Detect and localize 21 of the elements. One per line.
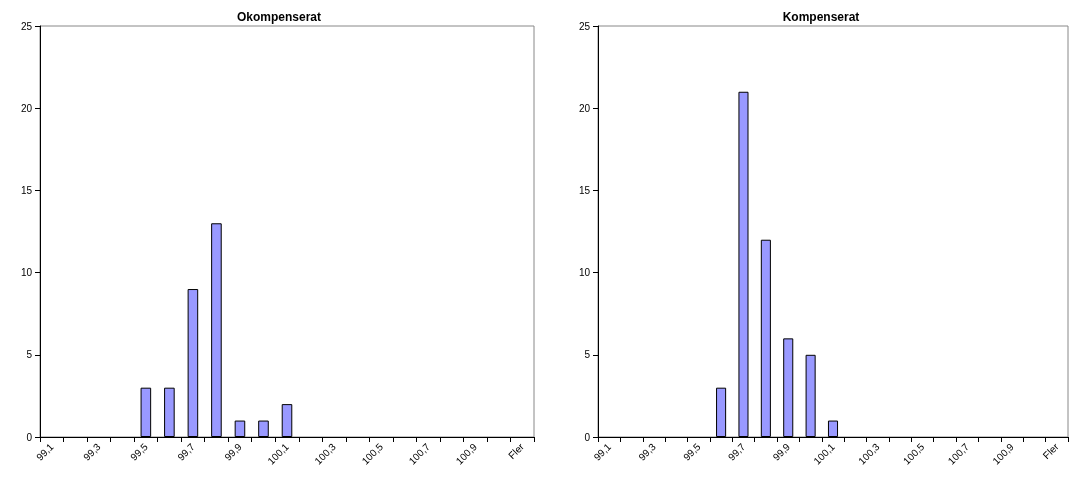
y-tick-label: 20 [578, 102, 591, 114]
y-tick-label: 0 [26, 431, 33, 443]
x-tick-label: 99,9 [222, 440, 245, 463]
chart-title: Kompenserat [782, 10, 860, 24]
y-tick-label: 0 [584, 431, 591, 443]
x-tick-label: 99,3 [636, 440, 659, 463]
x-tick-label: 99,9 [770, 440, 793, 463]
y-tick-label: 10 [578, 267, 591, 279]
y-tick-label: 15 [578, 184, 591, 196]
y-tick-label: 25 [578, 20, 591, 32]
x-tick-label: 99,1 [34, 440, 56, 463]
chart-title: Okompenserat [236, 10, 322, 24]
x-tick-label: Fler [506, 440, 527, 462]
y-tick-label: 25 [20, 20, 33, 32]
y-tick-label: 10 [20, 267, 33, 279]
x-tick-label: Fler [1040, 440, 1062, 462]
y-tick-label: 15 [20, 184, 33, 196]
y-tick-label: 5 [26, 349, 33, 361]
y-tick-label: 5 [584, 349, 591, 361]
y-tick-label: 20 [20, 102, 33, 114]
x-tick-label: 99,1 [591, 440, 614, 463]
